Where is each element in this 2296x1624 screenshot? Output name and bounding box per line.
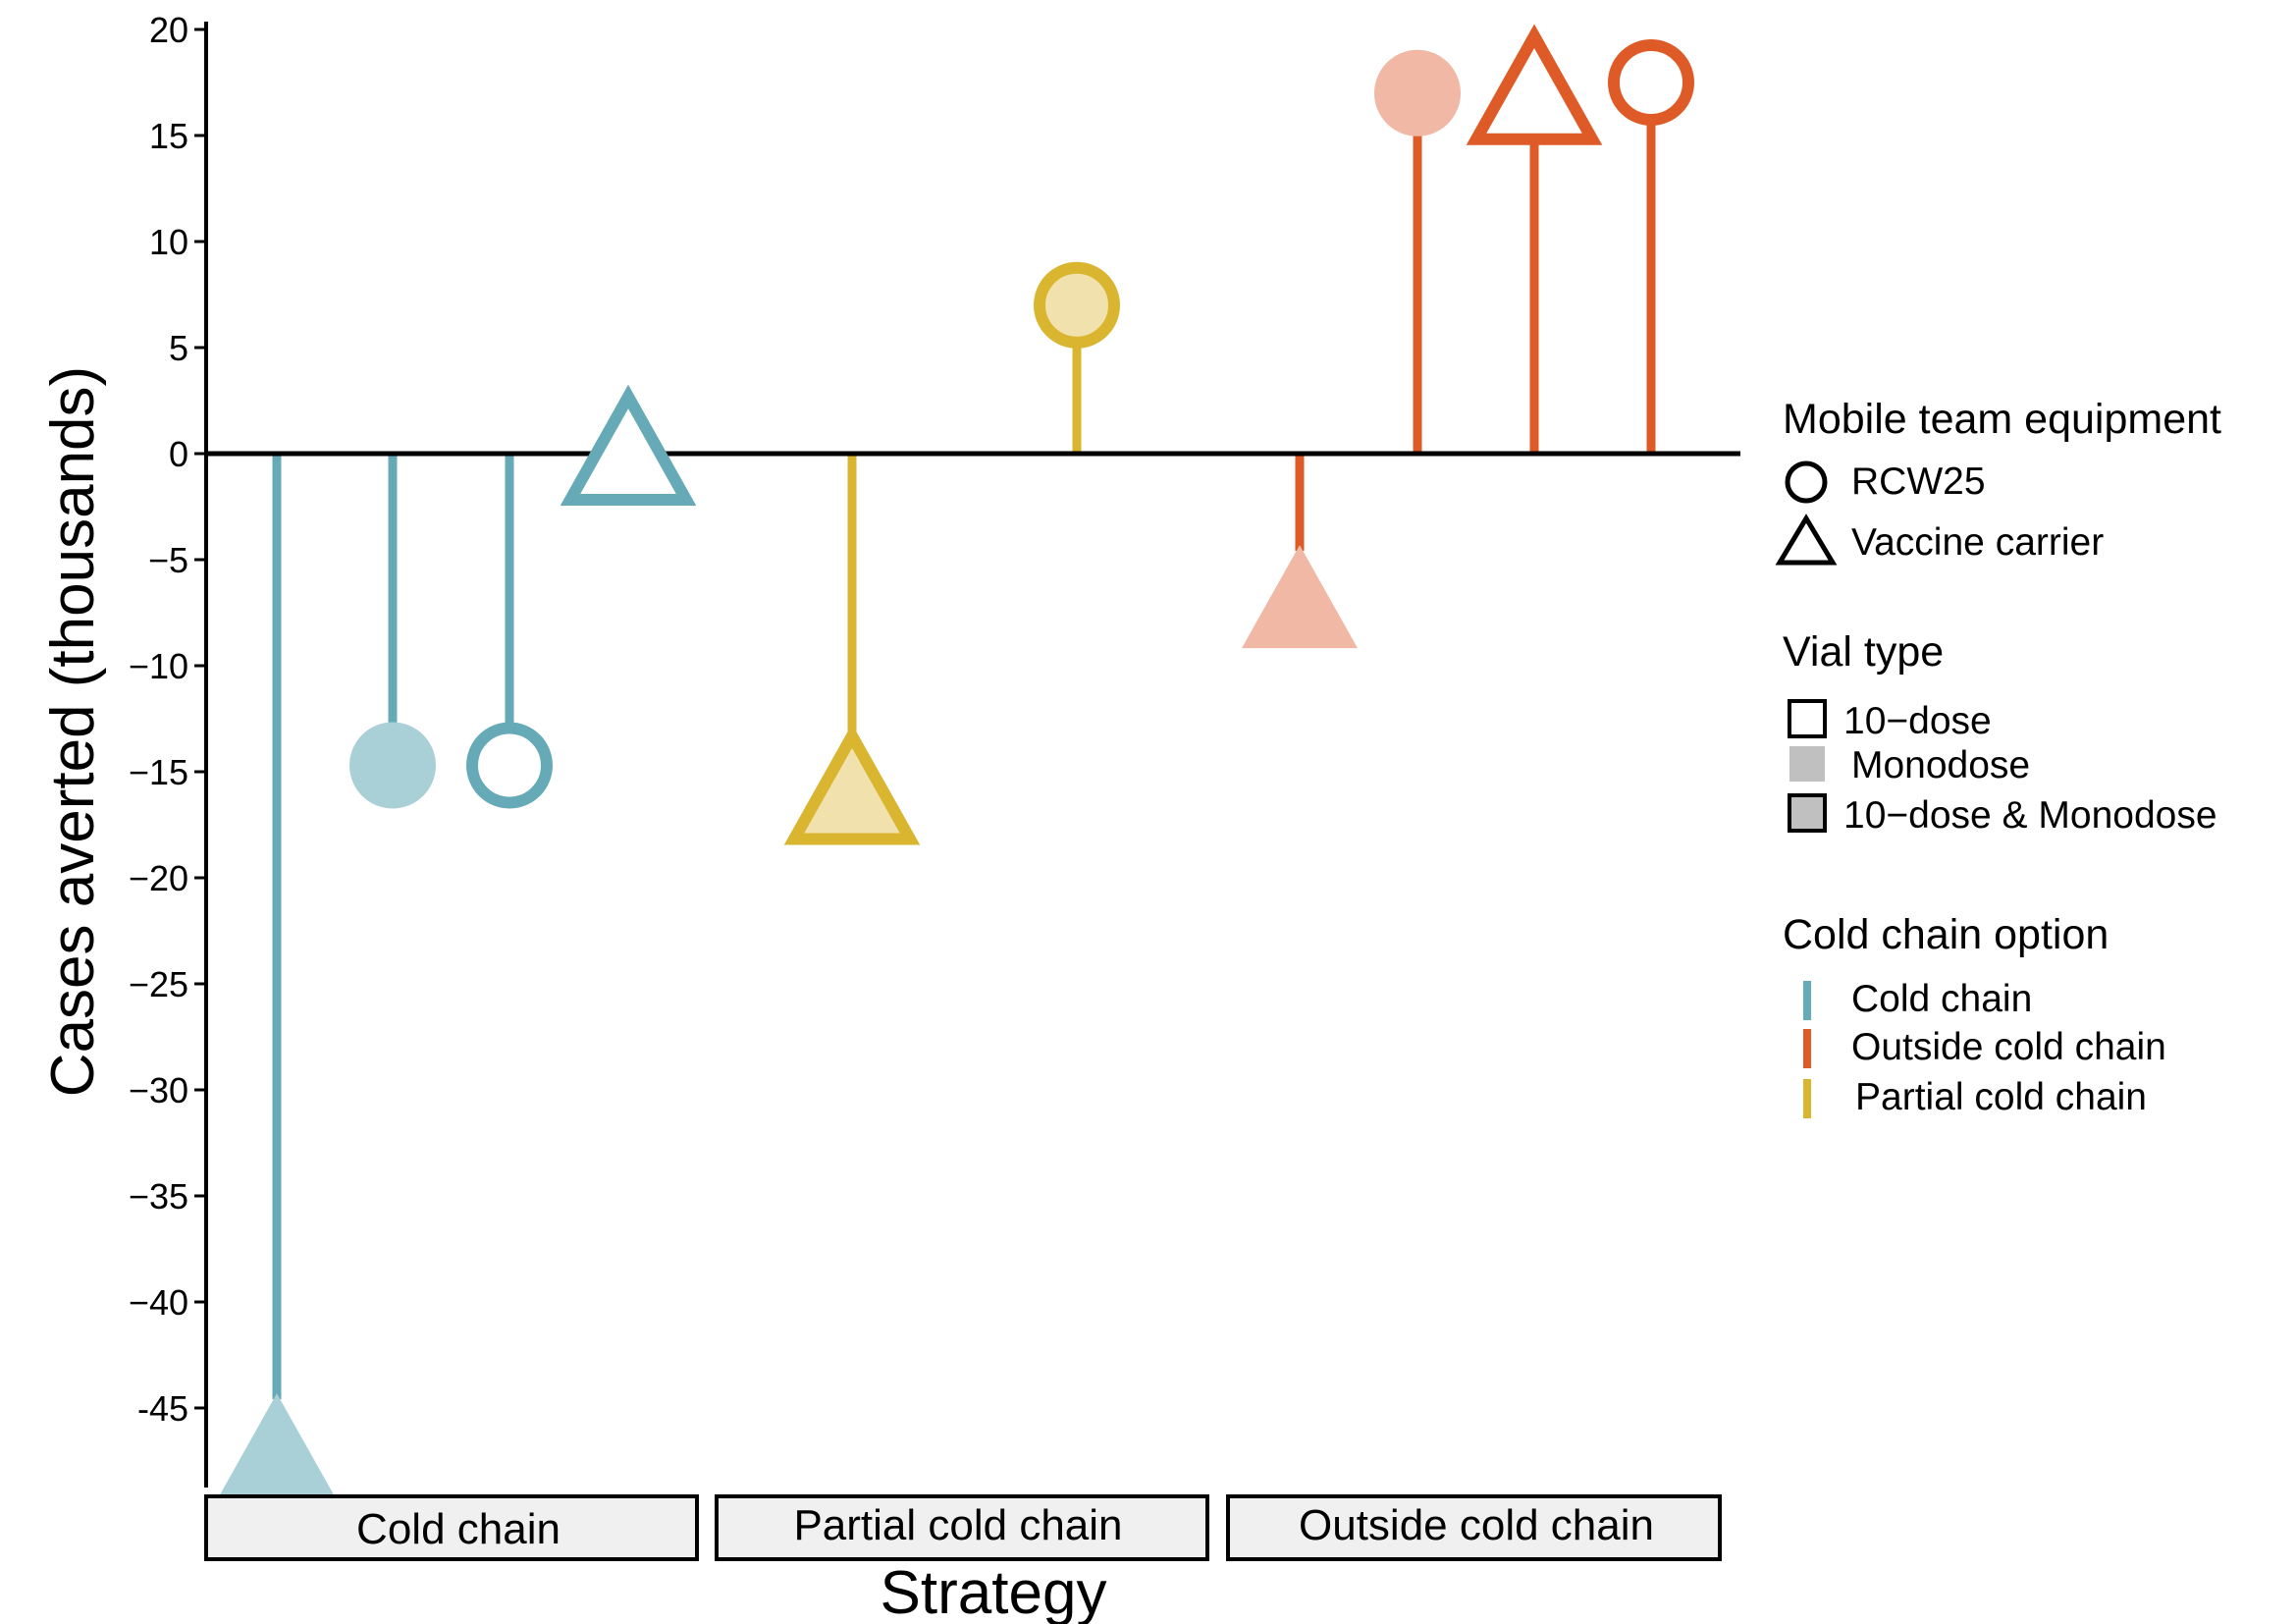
y-tick-label: −10 (129, 646, 188, 686)
y-tick-label: −5 (148, 540, 188, 580)
panel-strip-partial-cold-chain: Partial cold chain (715, 1494, 1209, 1561)
lollipop-markers (219, 24, 1694, 1497)
x-axis-title: Strategy (881, 1559, 1107, 1624)
triangle-marker (560, 384, 697, 506)
circle-marker (1374, 49, 1461, 136)
panel-label-outside-cold-chain: Outside cold chain (1299, 1501, 1654, 1549)
triangle-marker (783, 724, 921, 845)
legend-circle-icon (1785, 460, 1828, 504)
legend-cold-chain: Cold chain option Cold chain Outside col… (1783, 911, 2166, 1118)
legend-square-fill-outline-icon (1788, 793, 1827, 833)
legend-vial-item-10-dose: 10−dose (1843, 700, 1992, 742)
y-tick-label: -45 (137, 1388, 188, 1429)
panel-label-cold-chain: Cold chain (356, 1505, 561, 1553)
y-tick-label: −30 (129, 1070, 188, 1110)
y-tick-label: −25 (129, 964, 188, 1004)
y-tick-label: 15 (149, 116, 188, 156)
legend-equipment-title: Mobile team equipment (1783, 396, 2221, 443)
lollipop-stems (272, 120, 1656, 1400)
y-tick-label: 10 (149, 222, 188, 262)
y-axis-ticks: 20 15 10 5 0 −5 −10 −15 −20 −25 −30 −35 −40 -45 (129, 10, 206, 1429)
legend-square-outline-icon (1788, 699, 1827, 738)
circle-marker (349, 722, 436, 809)
circle-marker (1034, 261, 1120, 349)
circle-marker (1608, 39, 1694, 126)
legend-equipment-item-vaccine-carrier: Vaccine carrier (1851, 521, 2104, 564)
y-tick-label: −35 (129, 1176, 188, 1217)
legend-vial-item-monodose: Monodose (1851, 744, 2030, 786)
legend-vial-item-10-dose-monodose: 10−dose & Monodose (1843, 794, 2217, 837)
legend-equipment-item-rcw25: RCW25 (1851, 460, 1986, 503)
legend-color-partial-cold-chain-swatch (1803, 1079, 1811, 1118)
triangle-marker (219, 1393, 335, 1497)
y-tick-label: 0 (169, 434, 188, 474)
legend-vial: Vial type 10−dose Monodose 10−dose & Mon… (1783, 628, 2217, 837)
y-tick-label: −40 (129, 1282, 188, 1323)
legend-square-filled-icon (1789, 746, 1825, 782)
legend-cold-chain-item-cold-chain: Cold chain (1851, 978, 2032, 1020)
legend-color-outside-cold-chain-swatch (1803, 1029, 1811, 1068)
legend-cold-chain-title: Cold chain option (1783, 911, 2109, 958)
legend-equipment: Mobile team equipment RCW25 Vaccine carr… (1775, 396, 2221, 566)
panel-strip-outside-cold-chain: Outside cold chain (1226, 1494, 1722, 1561)
legend-vial-title: Vial type (1783, 628, 1944, 676)
triangle-marker (1242, 545, 1358, 649)
panel-strip-cold-chain: Cold chain (204, 1494, 699, 1561)
y-tick-label: 20 (149, 10, 188, 50)
legend-color-cold-chain-swatch (1803, 981, 1811, 1020)
y-tick-label: 5 (169, 328, 188, 368)
legend-cold-chain-item-outside: Outside cold chain (1851, 1026, 2166, 1068)
legend-triangle-icon (1775, 514, 1838, 566)
triangle-marker (1466, 24, 1603, 145)
legend-cold-chain-item-partial: Partial cold chain (1855, 1076, 2147, 1118)
panel-label-partial-cold-chain: Partial cold chain (793, 1501, 1122, 1549)
y-axis-title: Cases averted (thousands) (39, 366, 107, 1097)
y-tick-label: −15 (129, 752, 188, 792)
circle-marker (466, 722, 553, 809)
y-tick-label: −20 (129, 858, 188, 898)
